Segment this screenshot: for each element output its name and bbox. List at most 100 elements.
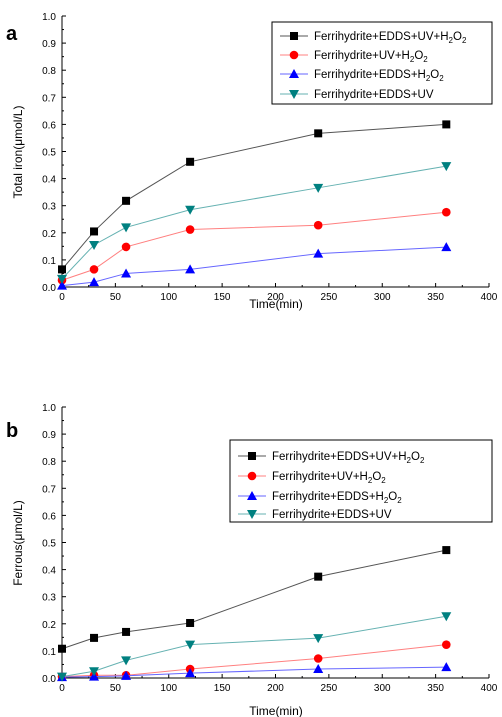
data-point xyxy=(121,268,132,278)
y-axis-label: Total iron(μmol/L) xyxy=(11,106,25,199)
series-line xyxy=(61,615,447,678)
series-3 xyxy=(57,242,452,290)
data-point xyxy=(442,640,451,649)
legend-marker xyxy=(289,69,299,78)
y-tick-label: 0.1 xyxy=(42,256,56,267)
series-line xyxy=(61,211,447,281)
legend-box xyxy=(229,439,493,523)
data-point xyxy=(313,664,324,674)
legend: Ferrihydrite+EDDS+UV+H2O2 Ferrihydrite+UV… xyxy=(229,439,493,523)
legend: Ferrihydrite+EDDS+UV+H2O2 Ferrihydrite+UV… xyxy=(271,21,493,105)
series-line xyxy=(61,165,447,280)
legend-label: Ferrihydrite+UV+H2O2 xyxy=(272,471,386,485)
series-line xyxy=(61,123,447,270)
data-point xyxy=(89,667,100,677)
x-tick-label: 200 xyxy=(267,292,284,303)
x-tick-label: 300 xyxy=(374,683,391,694)
data-point xyxy=(58,644,66,653)
legend-label: Ferrihydrite+UV+H2O2 xyxy=(314,50,428,64)
series-1 xyxy=(58,120,451,274)
data-point xyxy=(185,225,195,234)
y-axis-label: Ferrous(μmol/L) xyxy=(11,500,25,586)
x-tick-label: 200 xyxy=(267,683,284,694)
x-tick-label: 50 xyxy=(110,292,122,303)
x-axis-label: Time(min) xyxy=(249,297,303,311)
y-tick-label: 0.2 xyxy=(42,229,56,240)
chart-panel-a: a 0.0 0.1 0.2 0.3 0.4 0.5 0.6 0.7 0.8 0.9 1.0 0 50 100… xyxy=(6,12,498,311)
x-tick-label: 0 xyxy=(59,683,65,694)
data-point xyxy=(442,546,451,555)
legend-marker xyxy=(248,452,256,460)
data-point xyxy=(89,277,100,287)
x-tick-label: 350 xyxy=(427,292,444,303)
y-tick-label: 0.4 xyxy=(42,175,56,186)
data-point xyxy=(313,183,324,193)
legend-box xyxy=(271,21,493,105)
x-tick-label: 0 xyxy=(59,292,65,303)
legend-label: Ferrihydrite+EDDS+H2O2 xyxy=(314,69,444,83)
series-1 xyxy=(58,546,451,653)
y-tick-label: 0.8 xyxy=(42,66,56,77)
legend-marker xyxy=(247,471,257,481)
series-line xyxy=(61,246,447,287)
x-tick-label: 100 xyxy=(160,683,177,694)
series-2 xyxy=(57,640,451,681)
y-tick-label: 0.4 xyxy=(42,566,56,577)
chart-panel-b: b 0.0 0.1 0.2 0.3 0.4 0.5 0.6 0.7 0.8 0.9 1.0 0 50 100… xyxy=(6,403,498,717)
data-point xyxy=(121,223,132,233)
y-tick-label: 0.9 xyxy=(42,39,56,50)
data-point xyxy=(313,634,324,644)
x-tick-label: 150 xyxy=(214,292,231,303)
data-point xyxy=(314,572,323,581)
legend-label: Ferrihydrite+EDDS+UV+H2O2 xyxy=(272,451,425,465)
y-tick-label: 0.7 xyxy=(42,93,56,104)
data-point xyxy=(442,120,451,129)
x-tick-label: 150 xyxy=(214,683,231,694)
series-line xyxy=(61,666,447,678)
legend-marker xyxy=(247,491,257,500)
y-tick-label: 0.6 xyxy=(42,120,56,131)
y-tick-label: 0.3 xyxy=(42,593,56,604)
series-4 xyxy=(57,162,452,284)
data-point xyxy=(313,654,323,663)
data-point xyxy=(57,672,67,682)
data-point xyxy=(313,248,324,258)
series-3 xyxy=(57,662,452,682)
legend-label: Ferrihydrite+EDDS+UV xyxy=(314,89,434,101)
y-tick-label: 0.2 xyxy=(42,620,56,631)
legend-label: Ferrihydrite+EDDS+UV xyxy=(272,509,392,521)
series-line xyxy=(61,549,447,650)
data-point xyxy=(441,242,452,252)
x-tick-label: 250 xyxy=(321,292,338,303)
data-point xyxy=(121,656,132,666)
series-2 xyxy=(57,207,451,285)
x-tick-label: 100 xyxy=(160,292,177,303)
data-point xyxy=(57,280,67,290)
data-point xyxy=(313,220,323,230)
legend-label: Ferrihydrite+EDDS+H2O2 xyxy=(272,491,402,505)
panel-label: a xyxy=(6,23,18,45)
y-tick-label: 0.7 xyxy=(42,484,56,495)
data-point xyxy=(58,265,66,274)
y-tick-label: 0.3 xyxy=(42,202,56,213)
data-point xyxy=(185,264,196,274)
series-line xyxy=(61,644,447,678)
series-4 xyxy=(57,612,452,682)
y-tick-label: 0.0 xyxy=(42,283,56,294)
y-tick-label: 0.6 xyxy=(42,511,56,522)
x-tick-label: 50 xyxy=(110,683,122,694)
data-point xyxy=(185,205,196,215)
y-tick-label: 0.0 xyxy=(42,674,56,685)
data-point xyxy=(185,668,196,678)
data-point xyxy=(90,227,99,236)
data-point xyxy=(90,633,99,642)
data-point xyxy=(441,662,452,672)
data-point xyxy=(122,627,131,636)
data-point xyxy=(186,618,195,627)
legend-marker xyxy=(289,90,299,99)
x-tick-label: 300 xyxy=(374,292,391,303)
y-tick-label: 0.5 xyxy=(42,148,56,159)
data-point xyxy=(122,196,131,205)
y-tick-label: 0.8 xyxy=(42,457,56,468)
